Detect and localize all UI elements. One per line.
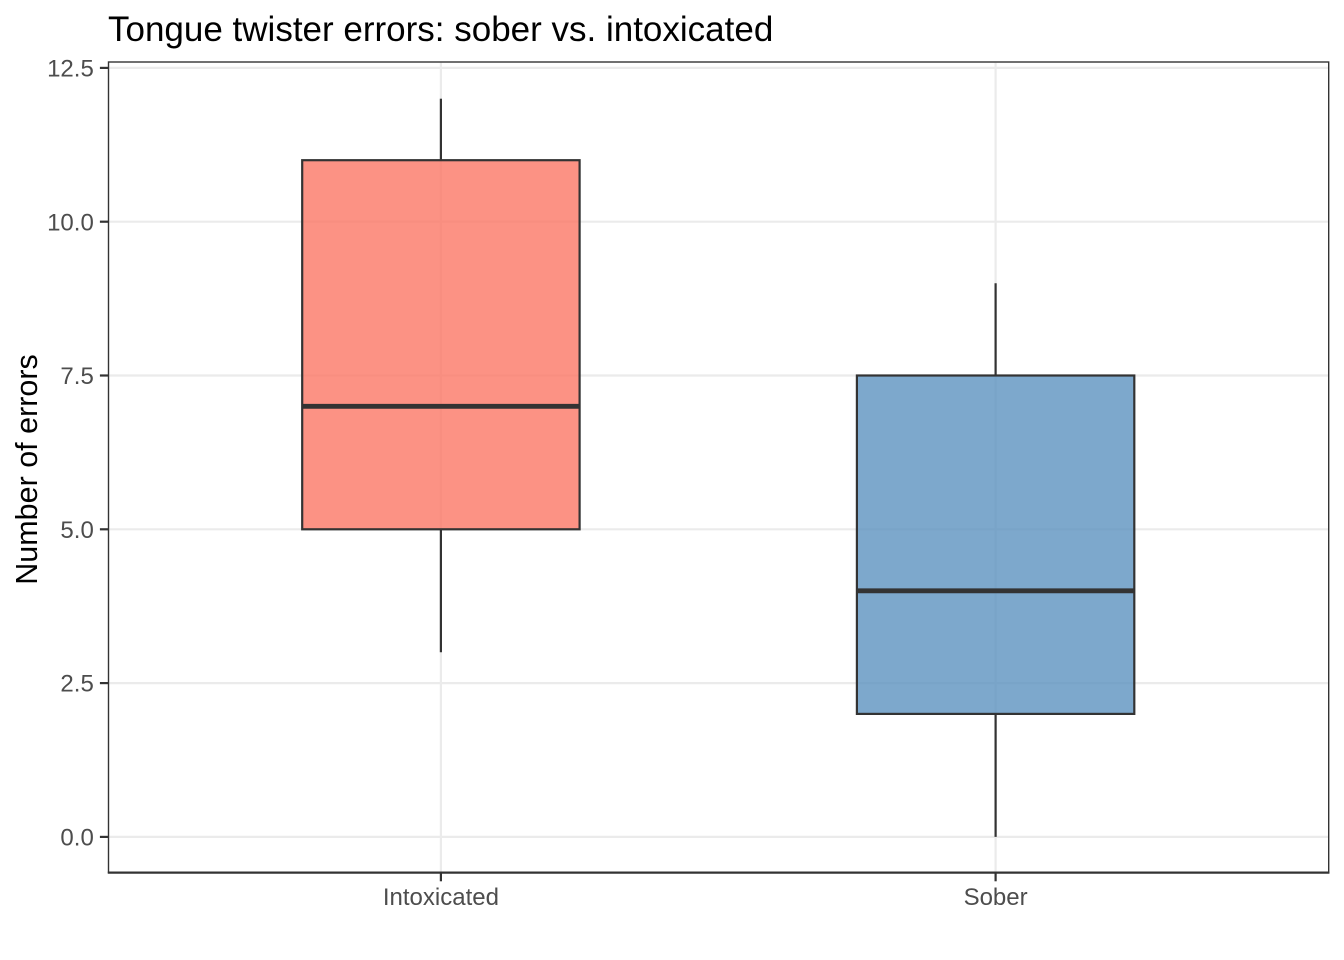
svg-text:0.0: 0.0 [60, 825, 93, 852]
svg-text:Tongue twister errors: sober v: Tongue twister errors: sober vs. intoxic… [108, 10, 773, 49]
svg-text:7.5: 7.5 [60, 363, 93, 390]
svg-text:12.5: 12.5 [47, 56, 94, 83]
svg-text:2.5: 2.5 [60, 671, 93, 698]
svg-text:Sober: Sober [964, 884, 1028, 911]
svg-text:Number of errors: Number of errors [10, 354, 44, 585]
svg-text:10.0: 10.0 [47, 209, 94, 236]
svg-text:Intoxicated: Intoxicated [383, 884, 499, 911]
svg-text:5.0: 5.0 [60, 517, 93, 544]
